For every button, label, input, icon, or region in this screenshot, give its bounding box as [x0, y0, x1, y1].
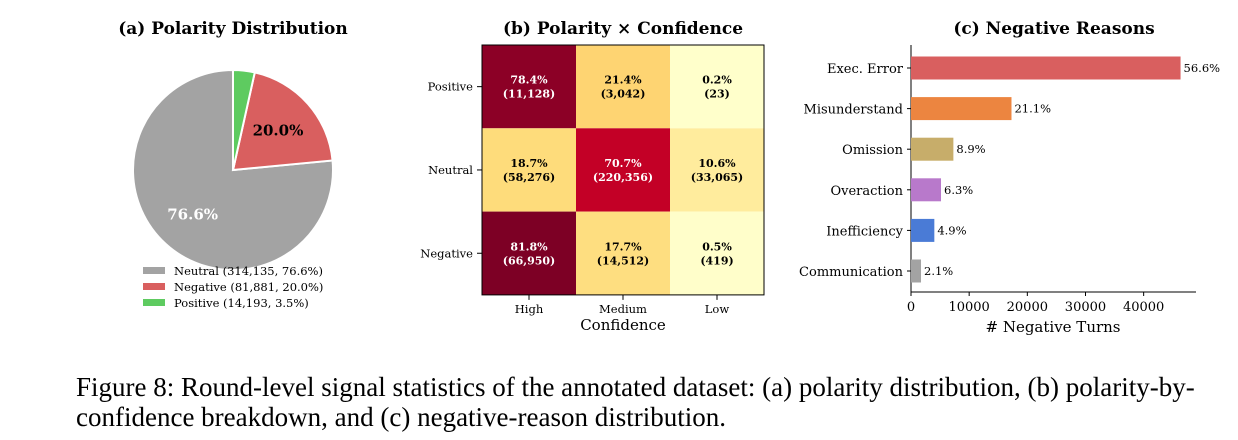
bar-xlabel: # Negative Turns: [985, 318, 1120, 336]
y-tick-label: Neutral: [428, 163, 473, 177]
category-label: Misunderstand: [804, 103, 903, 118]
heatmap-cell: [576, 45, 670, 129]
heatmap-cell-pct: 17.7%: [604, 240, 642, 253]
pie-panel: (a) Polarity Distribution 76.6% 20.0% Neu…: [118, 19, 348, 310]
pie-slices: 76.6% 20.0%: [131, 68, 334, 271]
heatmap-cell: [482, 211, 576, 295]
heatmap-cell-pct: 78.4%: [510, 74, 548, 87]
legend-entry: Positive (14,193, 3.5%): [174, 296, 309, 310]
x-tick-label: 0: [907, 300, 915, 315]
heatmap-cell-pct: 10.6%: [698, 157, 736, 170]
x-tick-label: Medium: [599, 302, 647, 316]
heatmap-cell-count: (11,128): [503, 88, 556, 101]
heatmap-cell-count: (33,065): [691, 171, 744, 184]
heatmap-cell: [482, 128, 576, 212]
heatmap-cell-count: (3,042): [601, 88, 646, 101]
heatmap-title: (b) Polarity × Confidence: [503, 19, 743, 39]
bar: [911, 137, 954, 161]
category-label: Overaction: [830, 184, 903, 199]
bar: [911, 178, 942, 202]
heatmap-cell: [482, 45, 576, 129]
heatmap-cell-pct: 21.4%: [604, 74, 642, 87]
pie-slice-label: 76.6%: [167, 205, 218, 223]
figure: (a) Polarity Distribution 76.6% 20.0% Neu…: [118, 19, 1220, 336]
x-tick-label: Low: [705, 302, 730, 316]
heatmap-cell-pct: 0.2%: [702, 74, 732, 87]
pie-legend: Neutral (314,135, 76.6%) Negative (81,881…: [143, 264, 323, 310]
legend-entry: Neutral (314,135, 76.6%): [174, 264, 323, 278]
bar: [911, 218, 935, 242]
bar-value-label: 8.9%: [956, 142, 985, 156]
heatmap-cell-count: (220,356): [593, 171, 653, 184]
heatmap-cell: [670, 128, 764, 212]
bar: [911, 259, 922, 283]
pie-slice-positive: [232, 68, 256, 171]
heatmap-cell-count: (14,512): [597, 254, 650, 267]
category-label: Inefficiency: [826, 224, 903, 239]
heatmap-cell: [576, 211, 670, 295]
heatmap-cell: [670, 45, 764, 129]
heatmap-cell-count: (58,276): [503, 171, 556, 184]
bar: [911, 56, 1181, 80]
heatmap-cell: [670, 211, 764, 295]
bar-value-label: 6.3%: [944, 183, 973, 197]
pie-slice-label: 20.0%: [253, 121, 304, 139]
heatmap-cell-pct: 70.7%: [604, 157, 642, 170]
legend-swatch: [143, 299, 165, 306]
bar: [911, 97, 1012, 121]
category-label: Exec. Error: [827, 62, 904, 77]
bar-value-label: 2.1%: [924, 264, 953, 278]
bar-value-label: 4.9%: [937, 223, 966, 237]
figure-caption: Figure 8: Round-level signal statistics …: [76, 372, 1195, 432]
heatmap-cell: [576, 128, 670, 212]
legend-entry: Negative (81,881, 20.0%): [174, 280, 323, 294]
heatmap-cell-count: (66,950): [503, 254, 556, 267]
x-tick-label: 20000: [1007, 300, 1048, 315]
x-tick-label: High: [515, 302, 544, 316]
heatmap-xlabel: Confidence: [580, 316, 666, 334]
heatmap-cell-pct: 0.5%: [702, 240, 732, 253]
y-tick-label: Negative: [420, 246, 473, 260]
bar-title: (c) Negative Reasons: [953, 19, 1154, 39]
x-tick-label: 40000: [1123, 300, 1164, 315]
pie-slice-negative: [231, 71, 334, 172]
heatmap-grid: 78.4%(11,128) 21.4%(3,042) 0.2%(23) 18.7%(5…: [420, 44, 765, 316]
bar-plot: Exec. Error 56.6% Misunderstand 21.1% Omissi…: [799, 45, 1220, 315]
heatmap-cell-count: (23): [704, 88, 730, 101]
heatmap-cell-pct: 18.7%: [510, 157, 548, 170]
heatmap-cell-pct: 81.8%: [510, 240, 548, 253]
category-label: Omission: [842, 143, 903, 158]
pie-title: (a) Polarity Distribution: [118, 19, 348, 39]
legend-swatch: [143, 267, 165, 274]
x-tick-label: 30000: [1065, 300, 1106, 315]
heatmap-cell-count: (419): [700, 254, 733, 267]
bar-panel: (c) Negative Reasons Exec. Error 56.6% Mis…: [799, 19, 1220, 336]
y-tick-label: Positive: [428, 80, 474, 94]
bar-value-label: 21.1%: [1014, 102, 1051, 116]
heatmap-panel: (b) Polarity × Confidence 78.4%(11,128) 2…: [420, 19, 765, 334]
legend-swatch: [143, 283, 165, 290]
category-label: Communication: [799, 265, 904, 280]
x-tick-label: 10000: [948, 300, 989, 315]
bar-value-label: 56.6%: [1184, 61, 1221, 75]
